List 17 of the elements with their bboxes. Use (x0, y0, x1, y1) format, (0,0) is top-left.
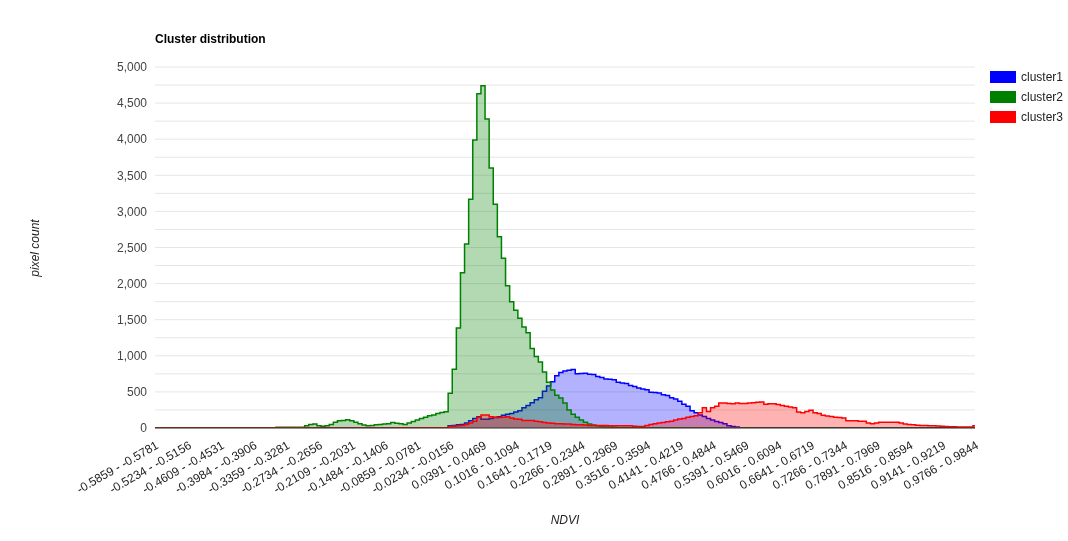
y-tick-label: 4,000 (116, 132, 148, 147)
y-axis-title: pixel count (28, 218, 42, 277)
y-tick-label: 5,000 (116, 60, 148, 75)
y-tick-label: 3,500 (116, 168, 148, 183)
legend-label: cluster3 (1021, 110, 1064, 124)
y-tick-label: 1,500 (116, 312, 148, 327)
y-tick-label: 1,000 (116, 349, 148, 364)
y-tick-label: 3,000 (116, 204, 148, 219)
legend-label: cluster1 (1021, 70, 1064, 84)
y-tick-label: 0 (140, 421, 148, 436)
y-tick-label: 2,000 (116, 276, 148, 291)
legend-label: cluster2 (1021, 90, 1064, 104)
y-tick-label: 2,500 (116, 240, 148, 255)
y-tick-label: 4,500 (116, 96, 148, 111)
y-tick-label: 500 (126, 385, 148, 400)
chart-title: Cluster distribution (155, 32, 266, 46)
x-axis-title: NDVI (550, 513, 580, 527)
